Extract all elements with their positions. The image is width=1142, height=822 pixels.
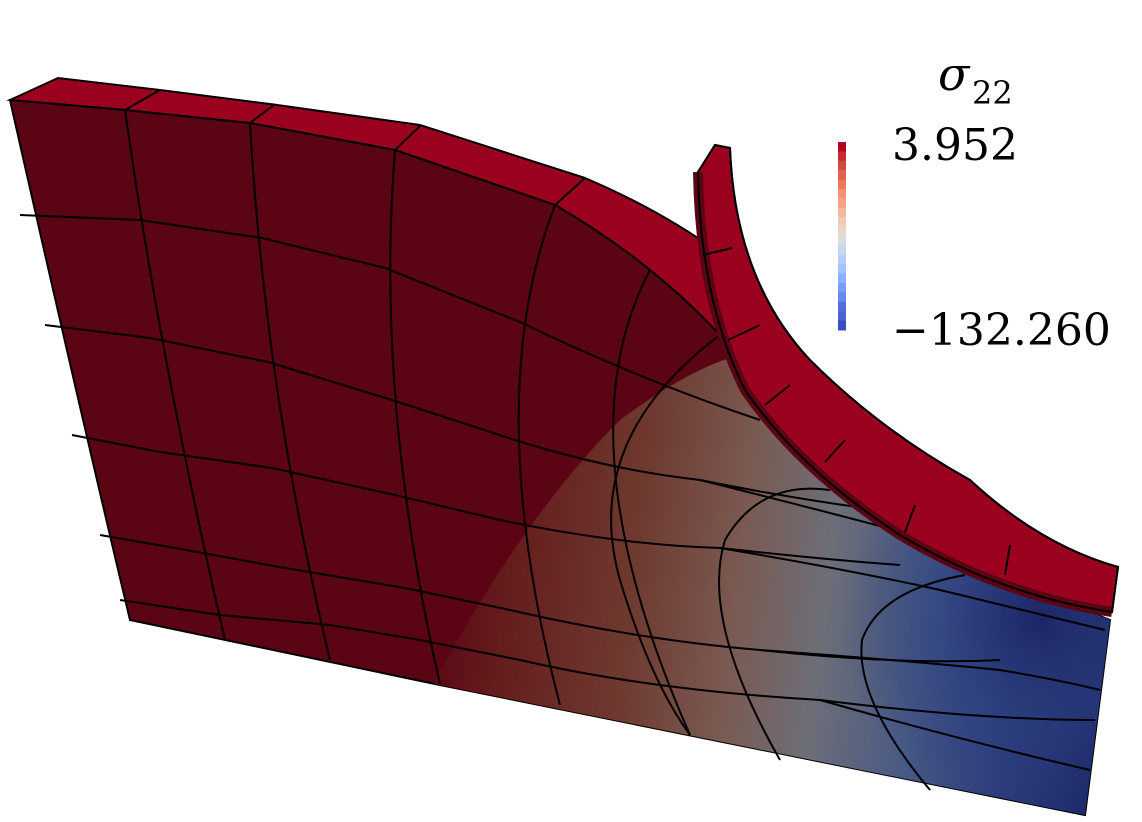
legend-swatch <box>838 226 846 237</box>
legend-swatch <box>838 264 846 275</box>
legend-color-bar <box>838 142 846 331</box>
legend-swatch <box>838 283 846 293</box>
legend-min-label: −132.260 <box>892 305 1111 356</box>
legend-swatch <box>838 170 846 181</box>
legend-swatch <box>838 254 846 265</box>
legend-swatch <box>838 236 846 246</box>
legend-swatch <box>838 311 846 322</box>
legend-swatch <box>838 179 846 190</box>
legend-swatch <box>838 301 846 312</box>
legend-swatch <box>838 207 846 218</box>
legend-max-label: 3.952 <box>892 120 1018 171</box>
legend-swatch <box>838 198 846 209</box>
legend-swatch <box>838 292 846 303</box>
color-legend: σ 22 3.952 −132.260 <box>838 47 1111 356</box>
ring-segments <box>702 247 1011 576</box>
legend-swatch <box>838 217 846 228</box>
mesh-lines <box>19 109 1109 791</box>
top-edge-segments <box>124 89 586 206</box>
legend-swatch <box>838 273 846 284</box>
legend-swatch <box>838 151 846 162</box>
legend-swatch <box>838 160 846 171</box>
legend-swatch <box>838 189 846 199</box>
legend-swatch <box>838 142 846 152</box>
legend-title-symbol: σ <box>938 47 971 101</box>
legend-swatch <box>838 320 846 331</box>
legend-swatch <box>838 245 846 256</box>
legend-title-subscript: 22 <box>972 74 1013 112</box>
